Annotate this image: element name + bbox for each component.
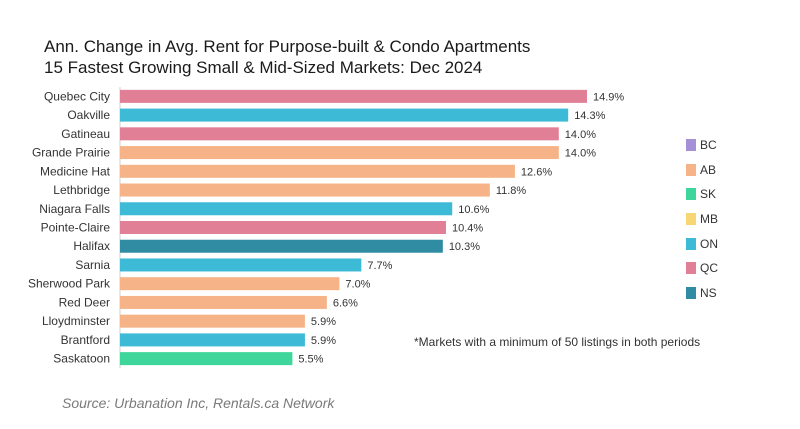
category-label: Oakville [67,108,110,122]
legend: BC AB SK MB ON QC NS [686,133,718,305]
bar-medicine-hat [120,164,515,178]
footnote: *Markets with a minimum of 50 listings i… [414,335,701,349]
data-label: 10.3% [449,241,480,253]
legend-swatch [686,262,696,275]
legend-swatch [686,286,696,299]
source-note: Source: Urbanation Inc, Rentals.ca Netwo… [62,395,335,411]
legend-item-sk: SK [686,182,718,207]
data-label: 12.6% [521,166,552,178]
legend-label: AB [700,162,717,177]
legend-item-qc: QC [686,256,718,281]
data-label: 11.8% [496,185,527,197]
bar-pointe-claire [120,221,446,234]
data-label: 5.9% [311,316,336,328]
data-label: 5.9% [311,335,336,347]
legend-label: MB [700,212,718,227]
legend-item-mb: MB [686,207,718,232]
bar-niagara-falls [120,202,453,216]
category-label: Quebec City [44,89,110,103]
category-label: Grande Prairie [32,146,110,160]
legend-label: NS [700,285,717,300]
data-label: 14.3% [574,110,605,122]
bar-lloydminster [120,314,305,328]
category-label: Halifax [73,239,110,253]
chart-title-line-2: 15 Fastest Growing Small & Mid-Sized Mar… [44,58,483,77]
data-label: 7.7% [367,260,392,272]
category-label: Lethbridge [53,183,110,197]
legend-swatch [686,213,696,226]
legend-item-ab: AB [686,158,718,183]
legend-swatch [686,188,696,201]
category-label: Niagara Falls [39,202,110,216]
category-label: Sarnia [75,258,110,272]
category-label: Saskatoon [53,352,110,366]
data-label: 14.9% [593,91,624,103]
category-label: Pointe-Claire [41,221,111,235]
category-label: Medicine Hat [40,164,111,178]
category-label: Sherwood Park [28,277,111,291]
category-label: Brantford [61,333,110,347]
bar-halifax [120,239,443,253]
legend-label: ON [700,236,718,251]
legend-swatch [686,163,696,176]
bar-gatineau [120,127,559,141]
bar-saskatoon [120,352,293,366]
data-label: 5.5% [298,354,323,366]
data-label: 14.0% [565,148,596,160]
bar-sherwood-park [120,277,340,291]
bar-brantford [120,333,305,347]
legend-item-bc: BC [686,133,718,158]
bar-red-deer [120,295,327,309]
bar-lethbridge [120,183,490,197]
data-label: 6.6% [333,297,358,309]
legend-swatch [686,139,696,152]
legend-item-on: ON [686,231,718,256]
category-label: Red Deer [59,295,110,309]
chart-title-line-1: Ann. Change in Avg. Rent for Purpose-bui… [44,37,531,56]
legend-label: SK [700,187,717,202]
legend-label: BC [700,138,717,153]
bar-sarnia [120,258,362,272]
bar-quebec-city [120,89,587,103]
bar-oakville [120,108,569,122]
data-label: 7.0% [345,279,370,291]
data-label: 10.6% [458,204,489,216]
legend-swatch [686,237,696,250]
category-label: Lloydminster [42,314,110,328]
category-label: Gatineau [61,127,110,141]
bar-grande-prairie [120,146,559,160]
legend-label: QC [700,261,718,276]
data-label: 14.0% [565,129,596,141]
chart-title: Ann. Change in Avg. Rent for Purpose-bui… [44,36,530,78]
legend-item-ns: NS [686,281,718,306]
data-label: 10.4% [452,223,483,235]
